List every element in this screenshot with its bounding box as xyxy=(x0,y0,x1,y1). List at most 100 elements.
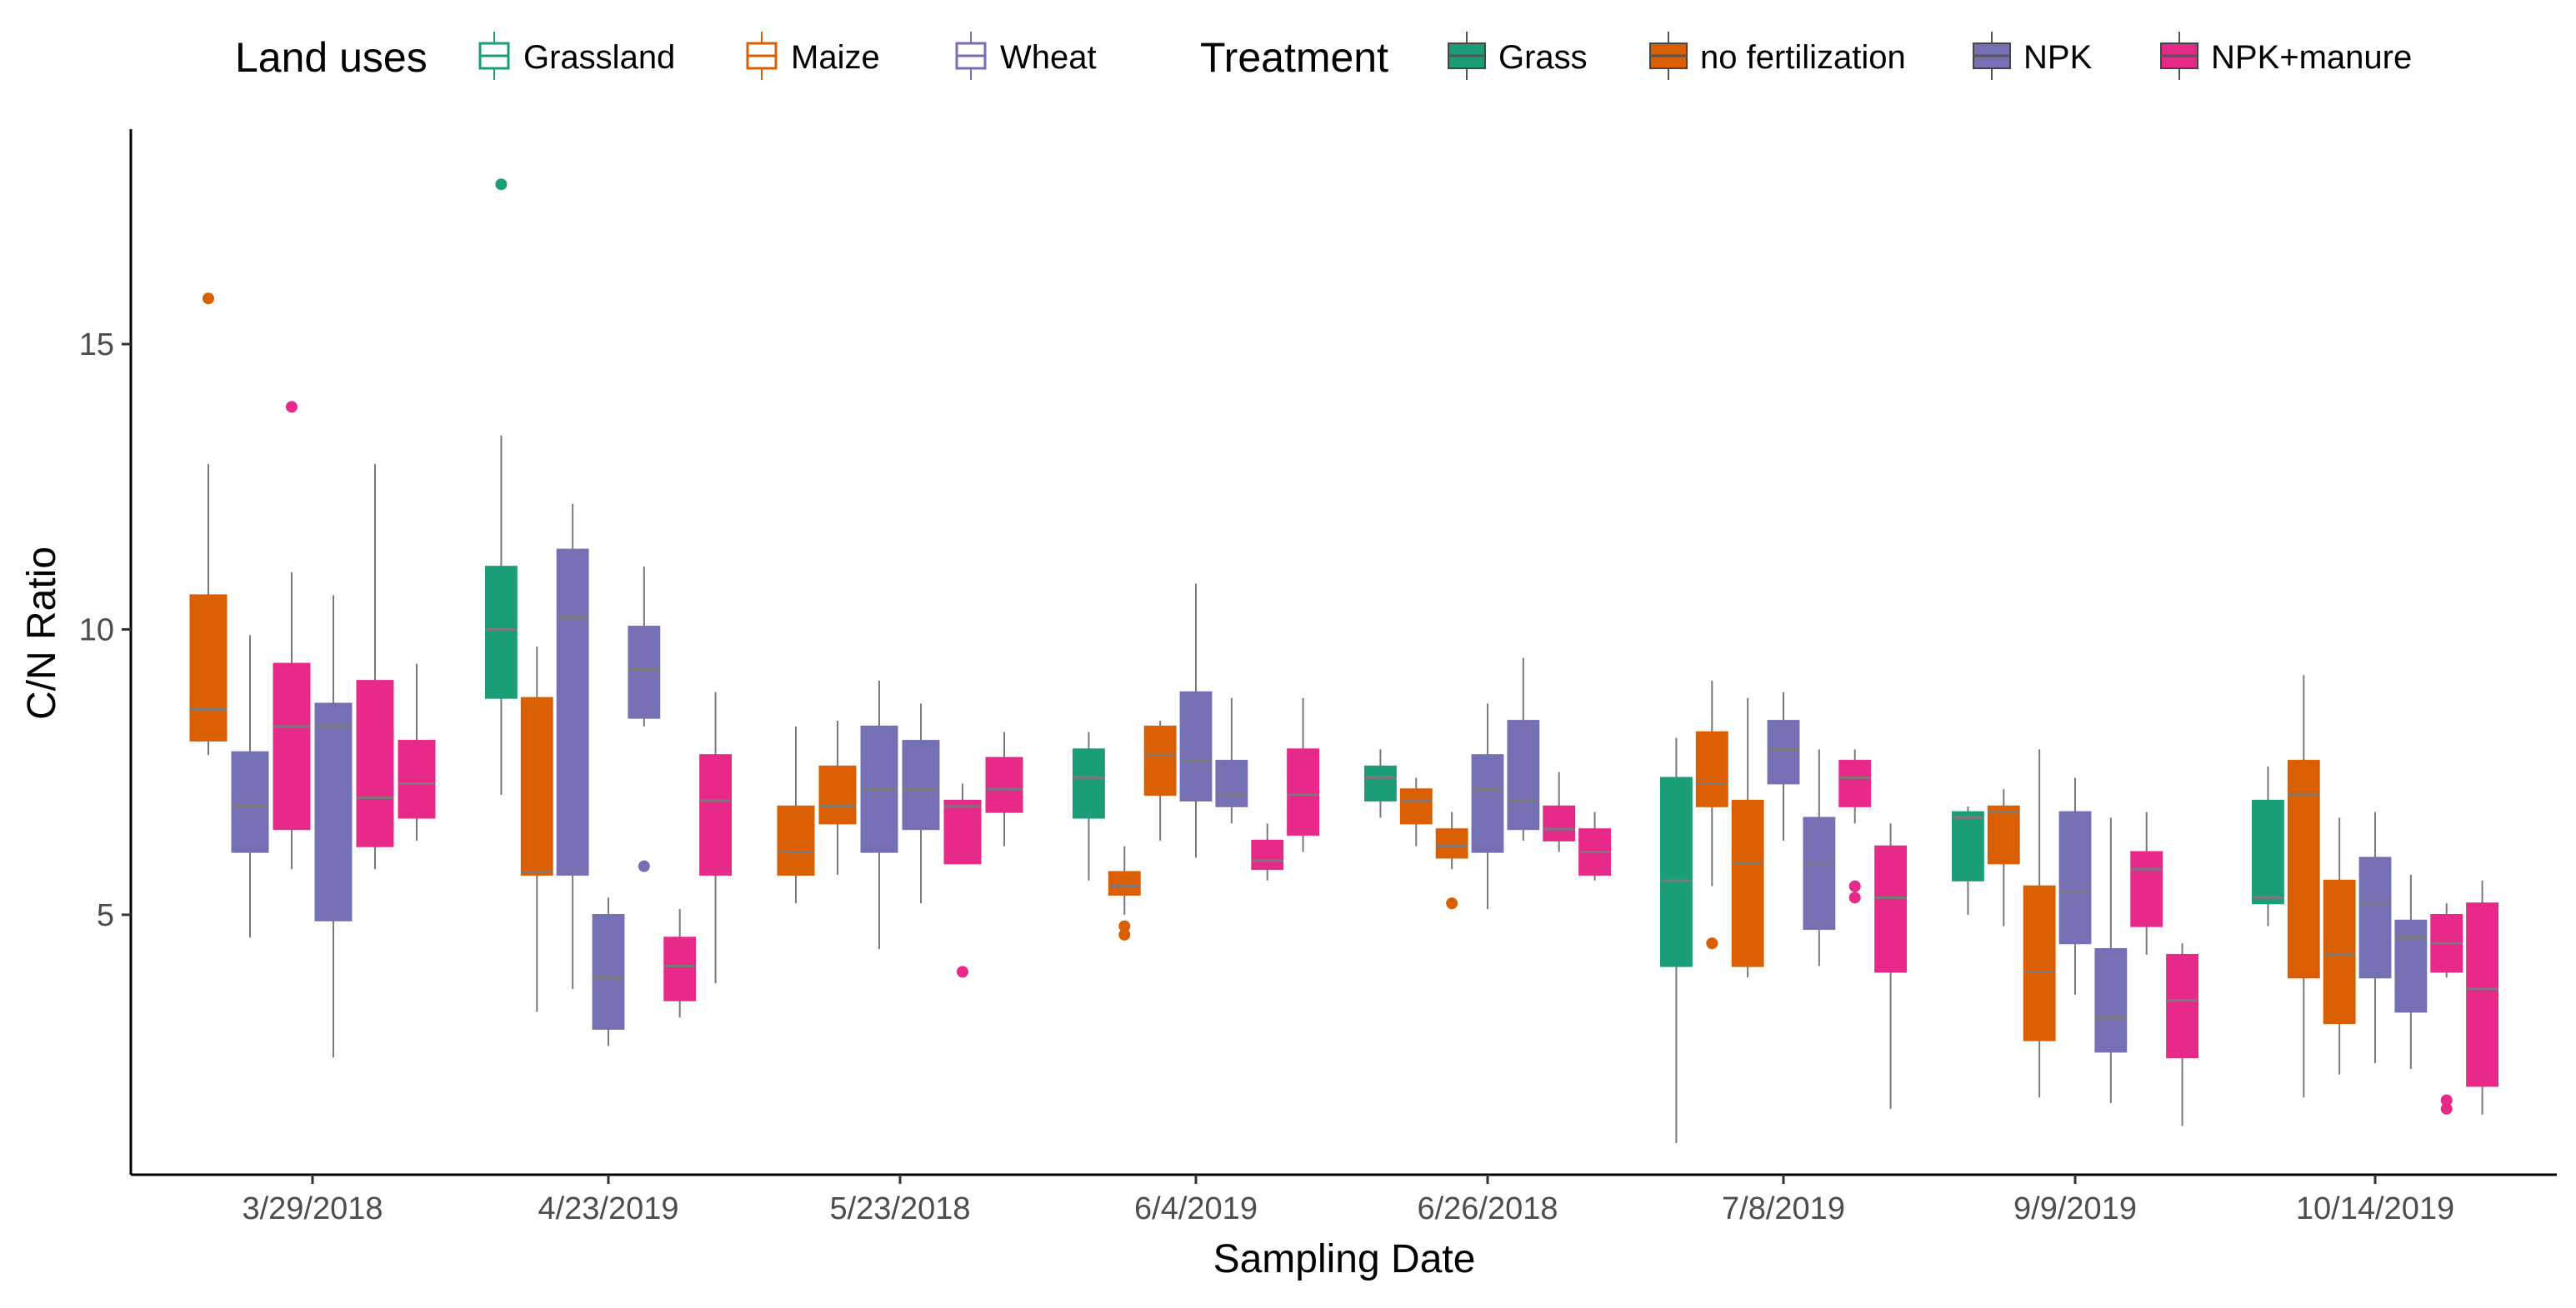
box-iqr xyxy=(1471,754,1504,853)
box-6-4-2019-no-fertilization-2 xyxy=(1143,721,1177,841)
legend-label: Grassland xyxy=(523,39,675,76)
box-6-26-2018-no-fertilization-1 xyxy=(1399,777,1433,846)
box-5-23-2018-npk-3 xyxy=(902,703,940,904)
y-tick-label: 10 xyxy=(79,613,114,648)
box-3-29-2018-npk-1 xyxy=(231,635,269,938)
box-6-4-2019-npk-4 xyxy=(1215,697,1248,824)
legend-item-wheat: Wheat xyxy=(955,32,1097,80)
box-iqr xyxy=(485,566,518,699)
box-iqr xyxy=(1251,839,1284,871)
x-tick-label-10-14-2019: 10/14/2019 xyxy=(2296,1191,2454,1226)
y-tick-label: 5 xyxy=(97,898,114,933)
box-9-9-2019-npk-3 xyxy=(2058,777,2092,995)
legend-title-treatment: Treatment xyxy=(1200,34,1388,81)
box-iqr xyxy=(520,696,553,876)
box-3-29-2018-npk-manure-5 xyxy=(398,663,436,841)
box-9-9-2019-npk-manure-5 xyxy=(2130,811,2163,955)
box-iqr xyxy=(1364,765,1397,802)
box-4-23-2019-npk-manure-5 xyxy=(663,909,697,1018)
box-5-23-2018-npk-2 xyxy=(860,681,898,950)
legend-label: NPK+manure xyxy=(2211,39,2412,76)
box-iqr xyxy=(273,662,311,831)
box-9-9-2019-no-fertilization-1 xyxy=(1987,789,2020,926)
box-iqr xyxy=(699,754,733,876)
box-iqr xyxy=(2023,885,2056,1041)
box-7-8-2019-no-fertilization-2 xyxy=(1731,697,1764,978)
box-iqr xyxy=(2094,948,2128,1053)
box-iqr xyxy=(1543,805,1576,841)
box-iqr xyxy=(1108,871,1141,896)
x-tick-label-6-26-2018: 6/26/2018 xyxy=(1417,1191,1558,1226)
x-tick-label-9-9-2019: 9/9/2019 xyxy=(2013,1191,2137,1226)
legend-item-grassland: Grassland xyxy=(478,32,675,80)
box-iqr xyxy=(1838,760,1872,807)
box-iqr xyxy=(2058,811,2092,945)
box-5-23-2018-no-fertilization-1 xyxy=(818,721,857,876)
box-iqr xyxy=(818,765,857,825)
box-6-26-2018-npk-manure-6 xyxy=(1578,811,1611,881)
legend-item-npk: NPK xyxy=(1973,32,2093,80)
box-iqr xyxy=(1660,776,1693,967)
box-iqr xyxy=(1767,720,1800,785)
box-iqr xyxy=(1435,828,1468,859)
y-axis-title: C/N Ratio xyxy=(20,547,64,720)
legend-label: Maize xyxy=(791,39,880,76)
box-iqr xyxy=(663,936,697,1001)
box-10-14-2019-npk-3 xyxy=(2358,811,2392,1064)
box-7-8-2019-npk-manure-5 xyxy=(1838,749,1872,904)
box-outlier xyxy=(638,860,650,872)
box-iqr xyxy=(628,626,661,719)
box-iqr xyxy=(1987,805,2020,865)
box-iqr xyxy=(943,800,982,865)
box-6-4-2019-npk-manure-5 xyxy=(1251,823,1284,881)
box-6-26-2018-npk-3 xyxy=(1471,703,1504,910)
x-tick-label-7-8-2019: 7/8/2019 xyxy=(1722,1191,1845,1226)
x-tick-label-5-23-2018: 5/23/2018 xyxy=(829,1191,970,1226)
box-outlier xyxy=(1848,891,1861,904)
box-6-4-2019-no-fertilization-1 xyxy=(1108,846,1141,941)
box-10-14-2019-npk-4 xyxy=(2394,875,2428,1069)
box-4-23-2019-npk-manure-6 xyxy=(699,691,733,984)
box-outlier xyxy=(1118,920,1131,932)
legend-label: Grass xyxy=(1498,39,1588,76)
box-10-14-2019-npk-manure-5 xyxy=(2430,903,2463,1115)
plot-panel: 5 10 15 3/29/2018 4/23/2019 5/23/2018 6/4/201… xyxy=(79,129,2557,1226)
box-iqr xyxy=(1507,720,1540,831)
x-tick-label-4-23-2019: 4/23/2019 xyxy=(538,1191,678,1226)
box-outlier xyxy=(1706,937,1718,950)
box-5-23-2018-npk-manure-5 xyxy=(985,731,1023,846)
box-outlier xyxy=(495,178,508,191)
box-outlier xyxy=(1446,897,1458,910)
box-iqr xyxy=(2287,760,2320,979)
box-iqr xyxy=(1952,811,1984,881)
legend-item-maize: Maize xyxy=(746,32,880,80)
box-series xyxy=(189,178,2498,1143)
box-6-26-2018-npk-manure-5 xyxy=(1543,771,1576,852)
box-iqr xyxy=(1073,748,1105,819)
box-6-4-2019-grass-0 xyxy=(1073,731,1105,881)
box-10-14-2019-no-fertilization-2 xyxy=(2323,817,2356,1075)
x-tick-label-6-4-2019: 6/4/2019 xyxy=(1134,1191,1258,1226)
legend-title-land-uses: Land uses xyxy=(235,34,428,81)
box-iqr xyxy=(2130,851,2163,927)
box-iqr xyxy=(1695,731,1728,807)
box-7-8-2019-npk-3 xyxy=(1767,691,1800,841)
box-iqr xyxy=(1143,725,1177,796)
y-axis-ticks: 5 10 15 xyxy=(79,327,131,933)
box-iqr xyxy=(2252,800,2284,905)
box-iqr xyxy=(1287,748,1319,836)
box-10-14-2019-no-fertilization-1 xyxy=(2287,675,2320,1098)
box-4-23-2019-no-fertilization-1 xyxy=(520,647,553,1012)
box-iqr xyxy=(314,702,353,921)
box-4-23-2019-npk-2 xyxy=(556,503,589,990)
box-6-26-2018-grass-0 xyxy=(1364,749,1397,818)
legend-label: NPK xyxy=(2023,39,2093,76)
box-outlier xyxy=(957,966,968,978)
box-iqr xyxy=(189,594,228,742)
box-outlier xyxy=(2440,1094,2453,1106)
box-4-23-2019-grass-0 xyxy=(485,178,518,796)
legend-label: Wheat xyxy=(1000,39,1097,76)
box-9-9-2019-npk-manure-6 xyxy=(2166,943,2198,1126)
box-outlier xyxy=(1848,880,1861,892)
